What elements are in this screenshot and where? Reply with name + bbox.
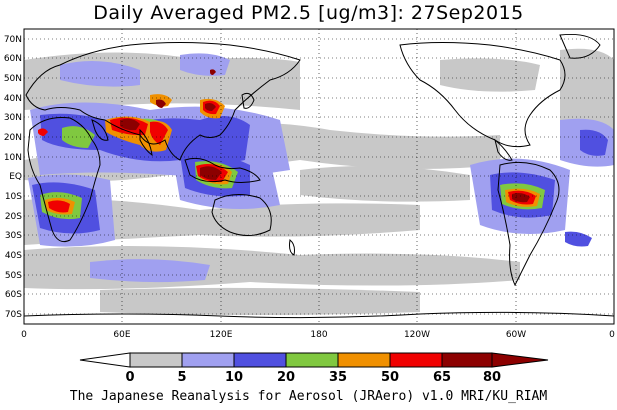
colorbar-segment [129,352,183,368]
map-title: Daily Averaged PM2.5 [ug/m3]: 27Sep2015 [93,2,524,24]
colorbar-segment [441,352,493,368]
colorbar-tick: 20 [277,370,295,385]
footer-credit: The Japanese Reanalysis for Aerosol (JRA… [69,389,548,404]
colorbar-tick: 5 [177,370,186,385]
colorbar-segment [389,352,443,368]
lat-label: 10N [4,153,22,163]
colorbar-tick: 50 [381,370,399,385]
colorbar-segment [491,352,549,368]
lon-label: 60W [506,330,526,340]
colorbar-tick: 10 [225,370,243,385]
lon-label: 0 [609,330,615,340]
colorbar-segment [233,352,287,368]
lon-label: 0 [21,330,27,340]
lat-label: 70S [5,310,22,320]
map-frame [23,28,615,325]
pm25-level-80-plus [120,69,530,203]
colorbar-segment [337,352,391,368]
colorbar-ticks: 0 5 10 20 35 50 65 80 [125,370,501,385]
colorbar [79,352,549,368]
colorbar-tick: 80 [483,370,501,385]
colorbar-segment [181,352,235,368]
lat-label: 40S [5,251,22,261]
lat-label: 20S [5,212,22,222]
colorbar-tick: 0 [125,370,134,385]
lon-label: 120W [404,330,430,340]
lat-label: 20N [4,133,22,143]
latitude-labels: 70N 60N 50N 40N 30N 20N 10N EQ 10S 20S 3… [4,35,22,320]
colorbar-segment [285,352,339,368]
lat-label: 10S [5,192,22,202]
lat-label: 30N [4,113,22,123]
lat-label: 60S [5,290,22,300]
colorbar-tick: 65 [433,370,451,385]
lat-label: EQ [9,172,22,182]
lat-label: 50N [4,74,22,84]
pm25-field [24,34,614,319]
lon-label: 120E [210,330,233,340]
colorbar-segment [79,352,131,368]
lat-label: 40N [4,94,22,104]
colorbar-tick: 35 [329,370,347,385]
lat-label: 30S [5,231,22,241]
coastlines [24,34,614,319]
longitude-labels: 0 60E 120E 180 120W 60W 0 [21,330,615,340]
lat-label: 60N [4,54,22,64]
lon-label: 60E [113,330,130,340]
lat-label: 50S [5,271,22,281]
lon-label: 180 [310,330,327,340]
lat-label: 70N [4,35,22,45]
